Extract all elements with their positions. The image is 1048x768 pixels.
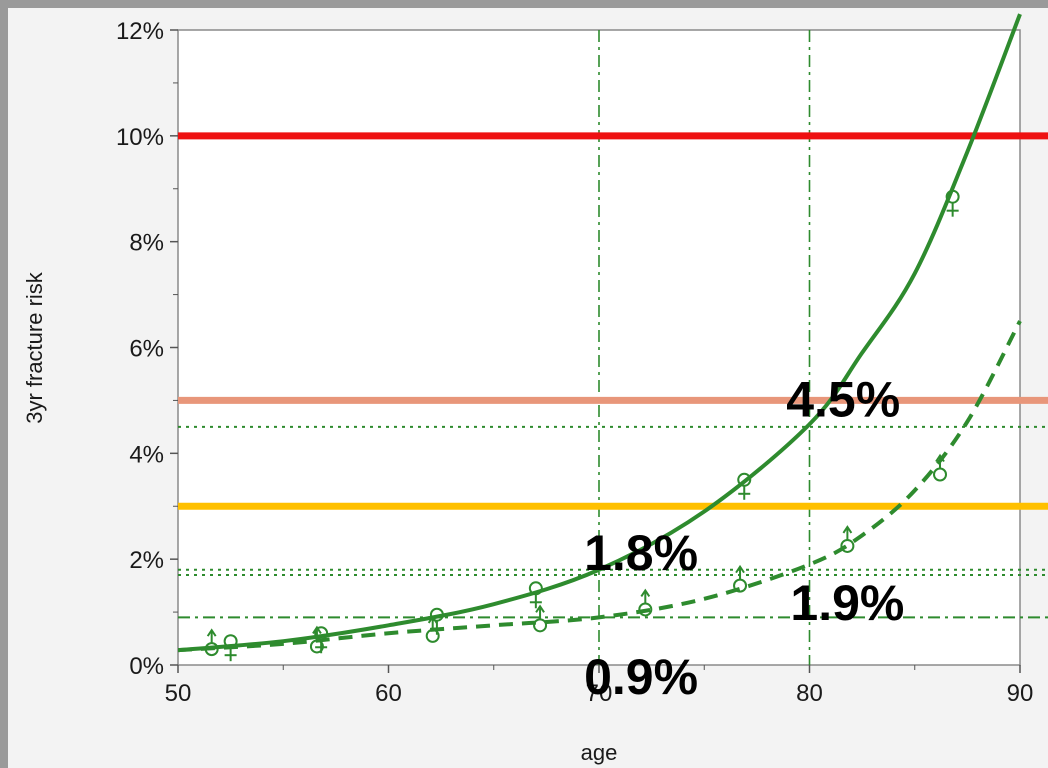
y-tick-label-2: 4% (129, 441, 164, 468)
male-point-arrow (312, 625, 322, 635)
female-point-5 (945, 189, 960, 217)
male-point-arrow (640, 588, 651, 597)
y-axis-title: 3yr fracture risk (22, 271, 47, 424)
chart-frame: 0% 2% 4% 6% 8% 10% 12% 50 60 70 80 90 4.5% 1.8% 1.9% 0… (8, 8, 1048, 768)
annotation-1: 1.8% (584, 525, 698, 581)
male-point-2 (425, 615, 440, 643)
male-point-arrow (935, 453, 945, 463)
male-point-1 (309, 625, 324, 654)
male-point-arrow (535, 604, 545, 613)
male-point-6 (840, 525, 855, 553)
female-point-0 (223, 634, 238, 662)
data-points (204, 189, 960, 662)
annotation-3: 0.9% (584, 649, 698, 705)
y-tick-label-6: 12% (116, 18, 164, 45)
x-tick-label-3: 80 (796, 680, 823, 707)
threshold-lines (178, 132, 1048, 510)
y-tick-label-1: 2% (129, 547, 164, 574)
x-axis-title: age (581, 740, 618, 765)
male-point-arrow (842, 525, 853, 534)
male-point-arrow (427, 615, 438, 624)
x-tick-label-2: 70 (586, 680, 613, 707)
x-tick-label-0: 50 (165, 680, 192, 707)
axis-ticks: 0% 2% 4% 6% 8% 10% 12% 50 60 70 80 90 (116, 18, 1033, 707)
y-tick-label-3: 6% (129, 336, 164, 363)
female-point-4 (737, 472, 752, 500)
male-point-4 (638, 588, 653, 617)
annotations: 4.5% 1.8% 1.9% 0.9% (584, 371, 904, 705)
male-point-5 (733, 564, 748, 593)
x-tick-label-1: 60 (375, 680, 402, 707)
y-tick-label-0: 0% (129, 653, 164, 680)
series-dashed-line (178, 320, 1022, 653)
male-point-arrow (735, 564, 745, 574)
y-tick-label-5: 10% (116, 124, 164, 151)
fracture-risk-chart: 0%2%4%6%8%10%12%50 60 70 80 90 4.5%1.8%1.9%0… (22, 13, 1048, 765)
male-point-0 (204, 628, 219, 657)
annotation-0: 4.5% (786, 371, 900, 427)
y-tick-label-4: 8% (129, 230, 164, 257)
annotation-2: 1.9% (790, 575, 904, 631)
male-point-arrow (206, 628, 217, 637)
female-point-3 (528, 581, 543, 609)
male-point-7 (933, 453, 948, 482)
male-point-3 (533, 604, 548, 633)
x-tick-label-4: 90 (1007, 680, 1034, 707)
series-solid-line (178, 13, 1022, 653)
risk-curves (178, 13, 1022, 653)
